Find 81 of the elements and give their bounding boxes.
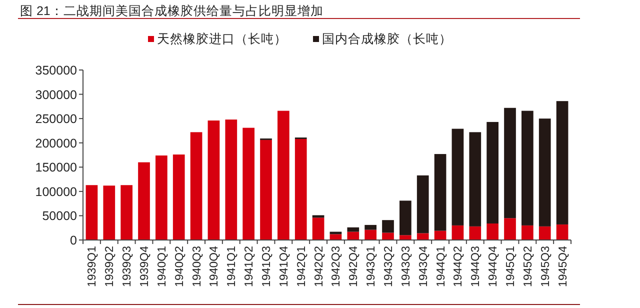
y-tick-label: 250000 [35,112,78,126]
bar [382,220,394,233]
bar [312,218,324,240]
bar [469,226,482,240]
legend-label: 天然橡胶进口（长吨） [157,32,287,46]
bar [156,155,168,240]
y-tick-label: 300000 [35,88,78,102]
x-tick-label: 1940Q4 [208,245,221,287]
bar [400,200,412,236]
x-tick-label: 1941Q4 [278,245,290,287]
y-tick-label: 350000 [35,64,78,78]
x-tick-label: 1945Q1 [505,246,517,287]
x-tick-label: 1940Q2 [174,246,186,287]
x-tick-label: 1945Q3 [540,246,552,287]
bar [330,232,342,234]
x-tick-label: 1942Q4 [348,245,360,287]
bar [364,224,376,230]
x-tick-label: 1942Q3 [330,246,343,287]
x-tick-label: 1941Q3 [261,246,273,287]
x-tick-label: 1941Q1 [226,246,238,287]
bar [452,225,464,240]
bar [347,232,360,240]
bar [434,154,446,231]
x-tick-label: 1943Q3 [400,246,412,287]
bar [416,233,429,240]
bar [138,162,150,240]
bar [103,186,116,240]
y-tick-label: 50000 [42,209,78,224]
x-tick-label: 1942Q1 [296,246,308,287]
x-tick-label: 1944Q4 [488,245,500,287]
bar [330,234,342,240]
bar [364,230,376,240]
bar [382,232,394,240]
bar [400,235,412,240]
bar [538,226,551,240]
y-tick-label: 100000 [35,184,78,199]
bar [294,138,307,240]
y-tick-label: 150000 [35,160,78,175]
bar [208,120,220,240]
bar [556,224,568,240]
bar [538,118,551,226]
x-tick-label: 1944Q2 [452,246,465,287]
bar [190,132,202,240]
y-tick-label: 0 [70,234,78,248]
x-tick-label: 1943Q2 [383,246,395,287]
x-tick-label: 1944Q3 [470,246,482,287]
bar [260,140,272,240]
x-tick-label: 1942Q2 [313,246,326,287]
bar [416,175,429,234]
bar [452,128,464,226]
bar [556,101,568,224]
x-tick-label: 1943Q4 [418,245,430,287]
x-tick-label: 1940Q3 [191,246,204,287]
x-tick-label: 1939Q1 [86,246,99,287]
bar [86,185,98,240]
x-tick-label: 1939Q4 [139,245,151,287]
legend-label: 国内合成橡胶（长吨） [322,32,452,46]
x-tick-label: 1945Q4 [557,245,570,287]
bar [469,132,482,226]
bar [486,122,498,224]
bar [504,108,516,218]
bar [242,128,254,240]
x-tick-label: 1945Q2 [522,246,534,287]
x-tick-label: 1939Q2 [104,246,116,287]
x-tick-label: 1941Q2 [244,246,256,287]
bar [347,227,360,232]
bar [172,154,185,240]
x-tick-label: 1940Q1 [156,246,168,287]
x-tick-label: 1939Q3 [122,246,134,287]
bar [278,110,290,240]
bar [312,215,324,218]
bar [522,225,534,240]
x-tick-label: 1943Q1 [366,246,378,287]
bar [522,110,534,226]
bar [225,120,238,240]
bar [504,218,516,240]
chart-title: 图 21：二战期间美国合成橡胶供给量与占比明显增加 [20,3,324,18]
bar [486,223,498,240]
x-tick-label: 1944Q1 [435,246,448,287]
bar [120,185,132,240]
y-tick-label: 200000 [35,136,78,150]
